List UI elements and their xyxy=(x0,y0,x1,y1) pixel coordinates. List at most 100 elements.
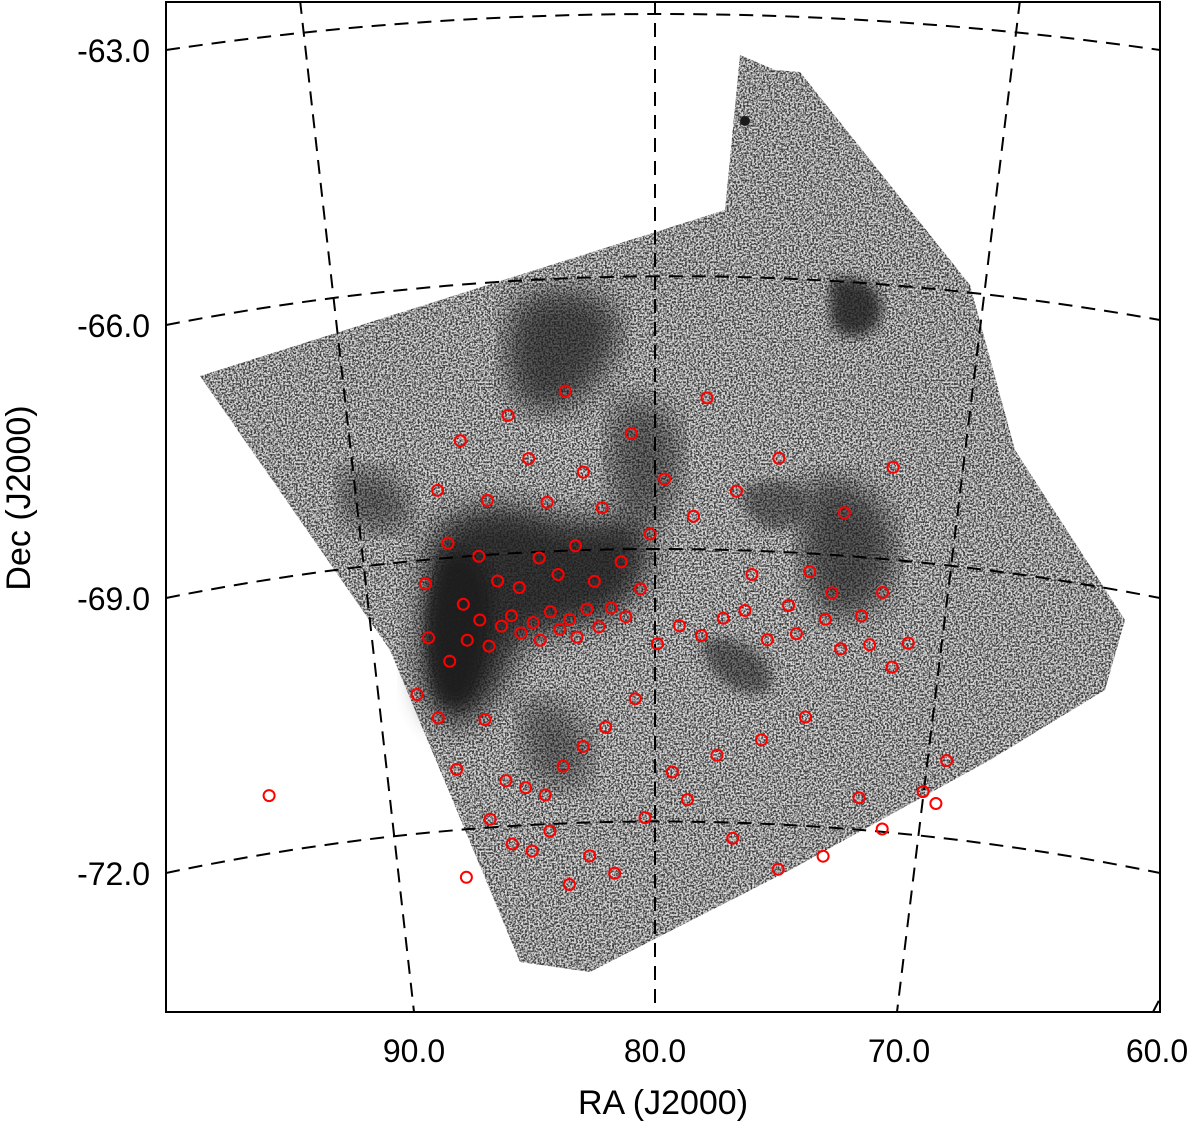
data-point xyxy=(643,527,657,541)
data-point xyxy=(538,788,552,802)
data-point xyxy=(505,609,518,623)
data-point xyxy=(443,654,457,668)
data-point xyxy=(519,781,533,795)
data-point xyxy=(431,711,445,725)
data-point xyxy=(772,451,786,465)
y-tick-label: -69.0 xyxy=(77,581,150,617)
data-point xyxy=(543,824,557,838)
data-point xyxy=(658,472,672,486)
data-point xyxy=(512,581,526,594)
data-point xyxy=(624,427,638,440)
data-point xyxy=(514,626,528,640)
data-point xyxy=(570,630,584,644)
data-point xyxy=(480,493,494,507)
data-point xyxy=(885,660,899,674)
data-point xyxy=(505,837,519,851)
data-point xyxy=(459,870,473,884)
grid-ra-90 xyxy=(299,2,415,1012)
data-point xyxy=(604,601,618,615)
data-point xyxy=(614,555,628,569)
data-point xyxy=(478,713,492,727)
source-markers xyxy=(262,384,954,891)
data-point xyxy=(556,759,570,773)
y-tick-label: -66.0 xyxy=(77,308,150,344)
data-point xyxy=(940,754,954,768)
data-point xyxy=(901,636,915,650)
data-point xyxy=(422,631,435,645)
data-point xyxy=(726,831,740,845)
data-point xyxy=(431,483,445,497)
data-point xyxy=(568,539,582,553)
data-point xyxy=(592,620,606,634)
data-point xyxy=(491,574,505,588)
survey-image xyxy=(166,2,1160,1012)
data-point xyxy=(576,465,590,479)
data-point xyxy=(453,434,467,448)
data-point xyxy=(483,812,497,826)
x-tick-label: 70.0 xyxy=(868,1033,930,1069)
data-point xyxy=(262,789,276,803)
data-point xyxy=(875,822,889,836)
data-point xyxy=(587,574,601,588)
data-point xyxy=(672,619,686,633)
data-point xyxy=(628,692,642,706)
data-point xyxy=(876,586,890,599)
data-point xyxy=(619,610,633,624)
data-point xyxy=(638,811,652,825)
data-point xyxy=(855,609,868,623)
coordinate-grid xyxy=(166,2,1160,1012)
data-point xyxy=(789,627,803,641)
x-axis-title: RA (J2000) xyxy=(578,1084,748,1122)
data-point xyxy=(495,619,508,633)
y-tick-label: -72.0 xyxy=(77,856,150,892)
grid-ra-70 xyxy=(896,2,1021,1012)
data-point xyxy=(852,791,866,805)
data-point xyxy=(460,633,474,647)
data-point xyxy=(522,452,536,466)
data-point xyxy=(576,740,590,753)
data-point xyxy=(441,536,455,550)
data-point xyxy=(472,549,486,563)
data-point xyxy=(771,862,785,876)
x-tick-label: 80.0 xyxy=(624,1033,686,1069)
data-point xyxy=(798,710,812,724)
data-point xyxy=(410,688,424,701)
data-point xyxy=(834,642,848,656)
data-point xyxy=(633,582,647,596)
y-tick-label: -63.0 xyxy=(77,33,150,69)
data-point xyxy=(551,568,565,581)
data-point xyxy=(650,637,664,651)
data-point xyxy=(700,391,714,405)
data-point xyxy=(533,633,547,647)
data-point xyxy=(543,605,557,619)
plot-frame xyxy=(165,1,1161,1013)
data-point xyxy=(680,793,694,807)
data-point xyxy=(825,586,839,600)
x-tick-label: 90.0 xyxy=(383,1033,445,1069)
data-point xyxy=(694,629,708,642)
data-point xyxy=(754,733,768,747)
data-point xyxy=(760,633,774,647)
data-point xyxy=(563,612,577,626)
data-point xyxy=(745,568,759,581)
data-point xyxy=(580,602,594,616)
data-point xyxy=(608,866,622,880)
grid-dec-72 xyxy=(166,820,1160,874)
data-point xyxy=(716,611,730,625)
x-tick-label: 60.0 xyxy=(1126,1033,1188,1069)
data-point xyxy=(816,849,830,863)
data-point xyxy=(540,495,554,509)
data-point xyxy=(803,565,817,579)
data-point xyxy=(837,506,851,520)
data-point xyxy=(418,577,432,591)
data-point xyxy=(456,597,470,611)
data-point xyxy=(532,551,546,565)
data-point xyxy=(710,748,724,762)
data-point xyxy=(525,844,539,858)
grid-ra-60 xyxy=(1152,996,1160,1012)
grid-dec-69 xyxy=(166,548,1160,599)
data-point xyxy=(687,509,700,523)
y-axis-title: Dec (J2000) xyxy=(0,405,38,590)
data-point xyxy=(526,616,540,629)
data-point xyxy=(665,765,679,779)
